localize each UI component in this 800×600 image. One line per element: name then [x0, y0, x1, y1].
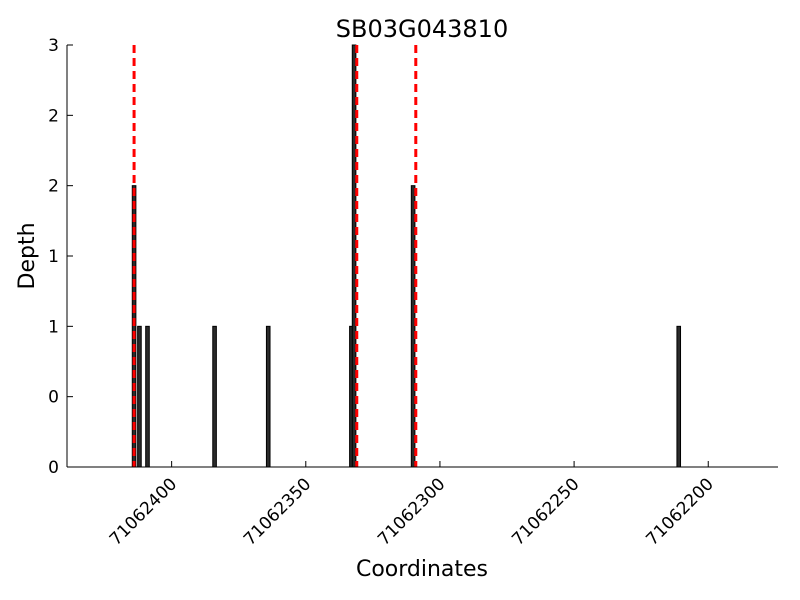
x-tick-label: 71062250	[508, 474, 583, 549]
depth-bar	[212, 325, 217, 468]
x-tick-label: 71062300	[374, 474, 449, 549]
boundary-lines-layer	[132, 45, 418, 467]
y-tick-label: 3	[48, 36, 59, 56]
axes-layer	[66, 45, 778, 468]
x-tick-label: 71062200	[642, 474, 717, 549]
depth-bar	[145, 325, 150, 468]
x-tick-label: 71062400	[106, 474, 181, 549]
y-tick-label: 2	[48, 106, 59, 126]
y-tick-label: 1	[48, 247, 59, 267]
y-axis-title: Depth	[15, 222, 40, 289]
ticks-layer: 0 0 1 1 2 2 3 71062400 71062350 71062300 71062250 7…	[48, 36, 718, 550]
depth-bar	[137, 325, 142, 468]
x-axis-title: Coordinates	[356, 557, 488, 582]
y-tick-label: 0	[48, 458, 59, 478]
y-tick-label: 1	[48, 317, 59, 337]
x-tick-label: 71062350	[240, 474, 315, 549]
depth-bar	[265, 325, 271, 468]
y-tick-label: 2	[48, 177, 59, 197]
y-tick-label: 0	[48, 388, 59, 408]
bars-layer	[131, 44, 682, 468]
depth-bar	[676, 325, 682, 468]
chart-title: SB03G043810	[336, 15, 508, 43]
